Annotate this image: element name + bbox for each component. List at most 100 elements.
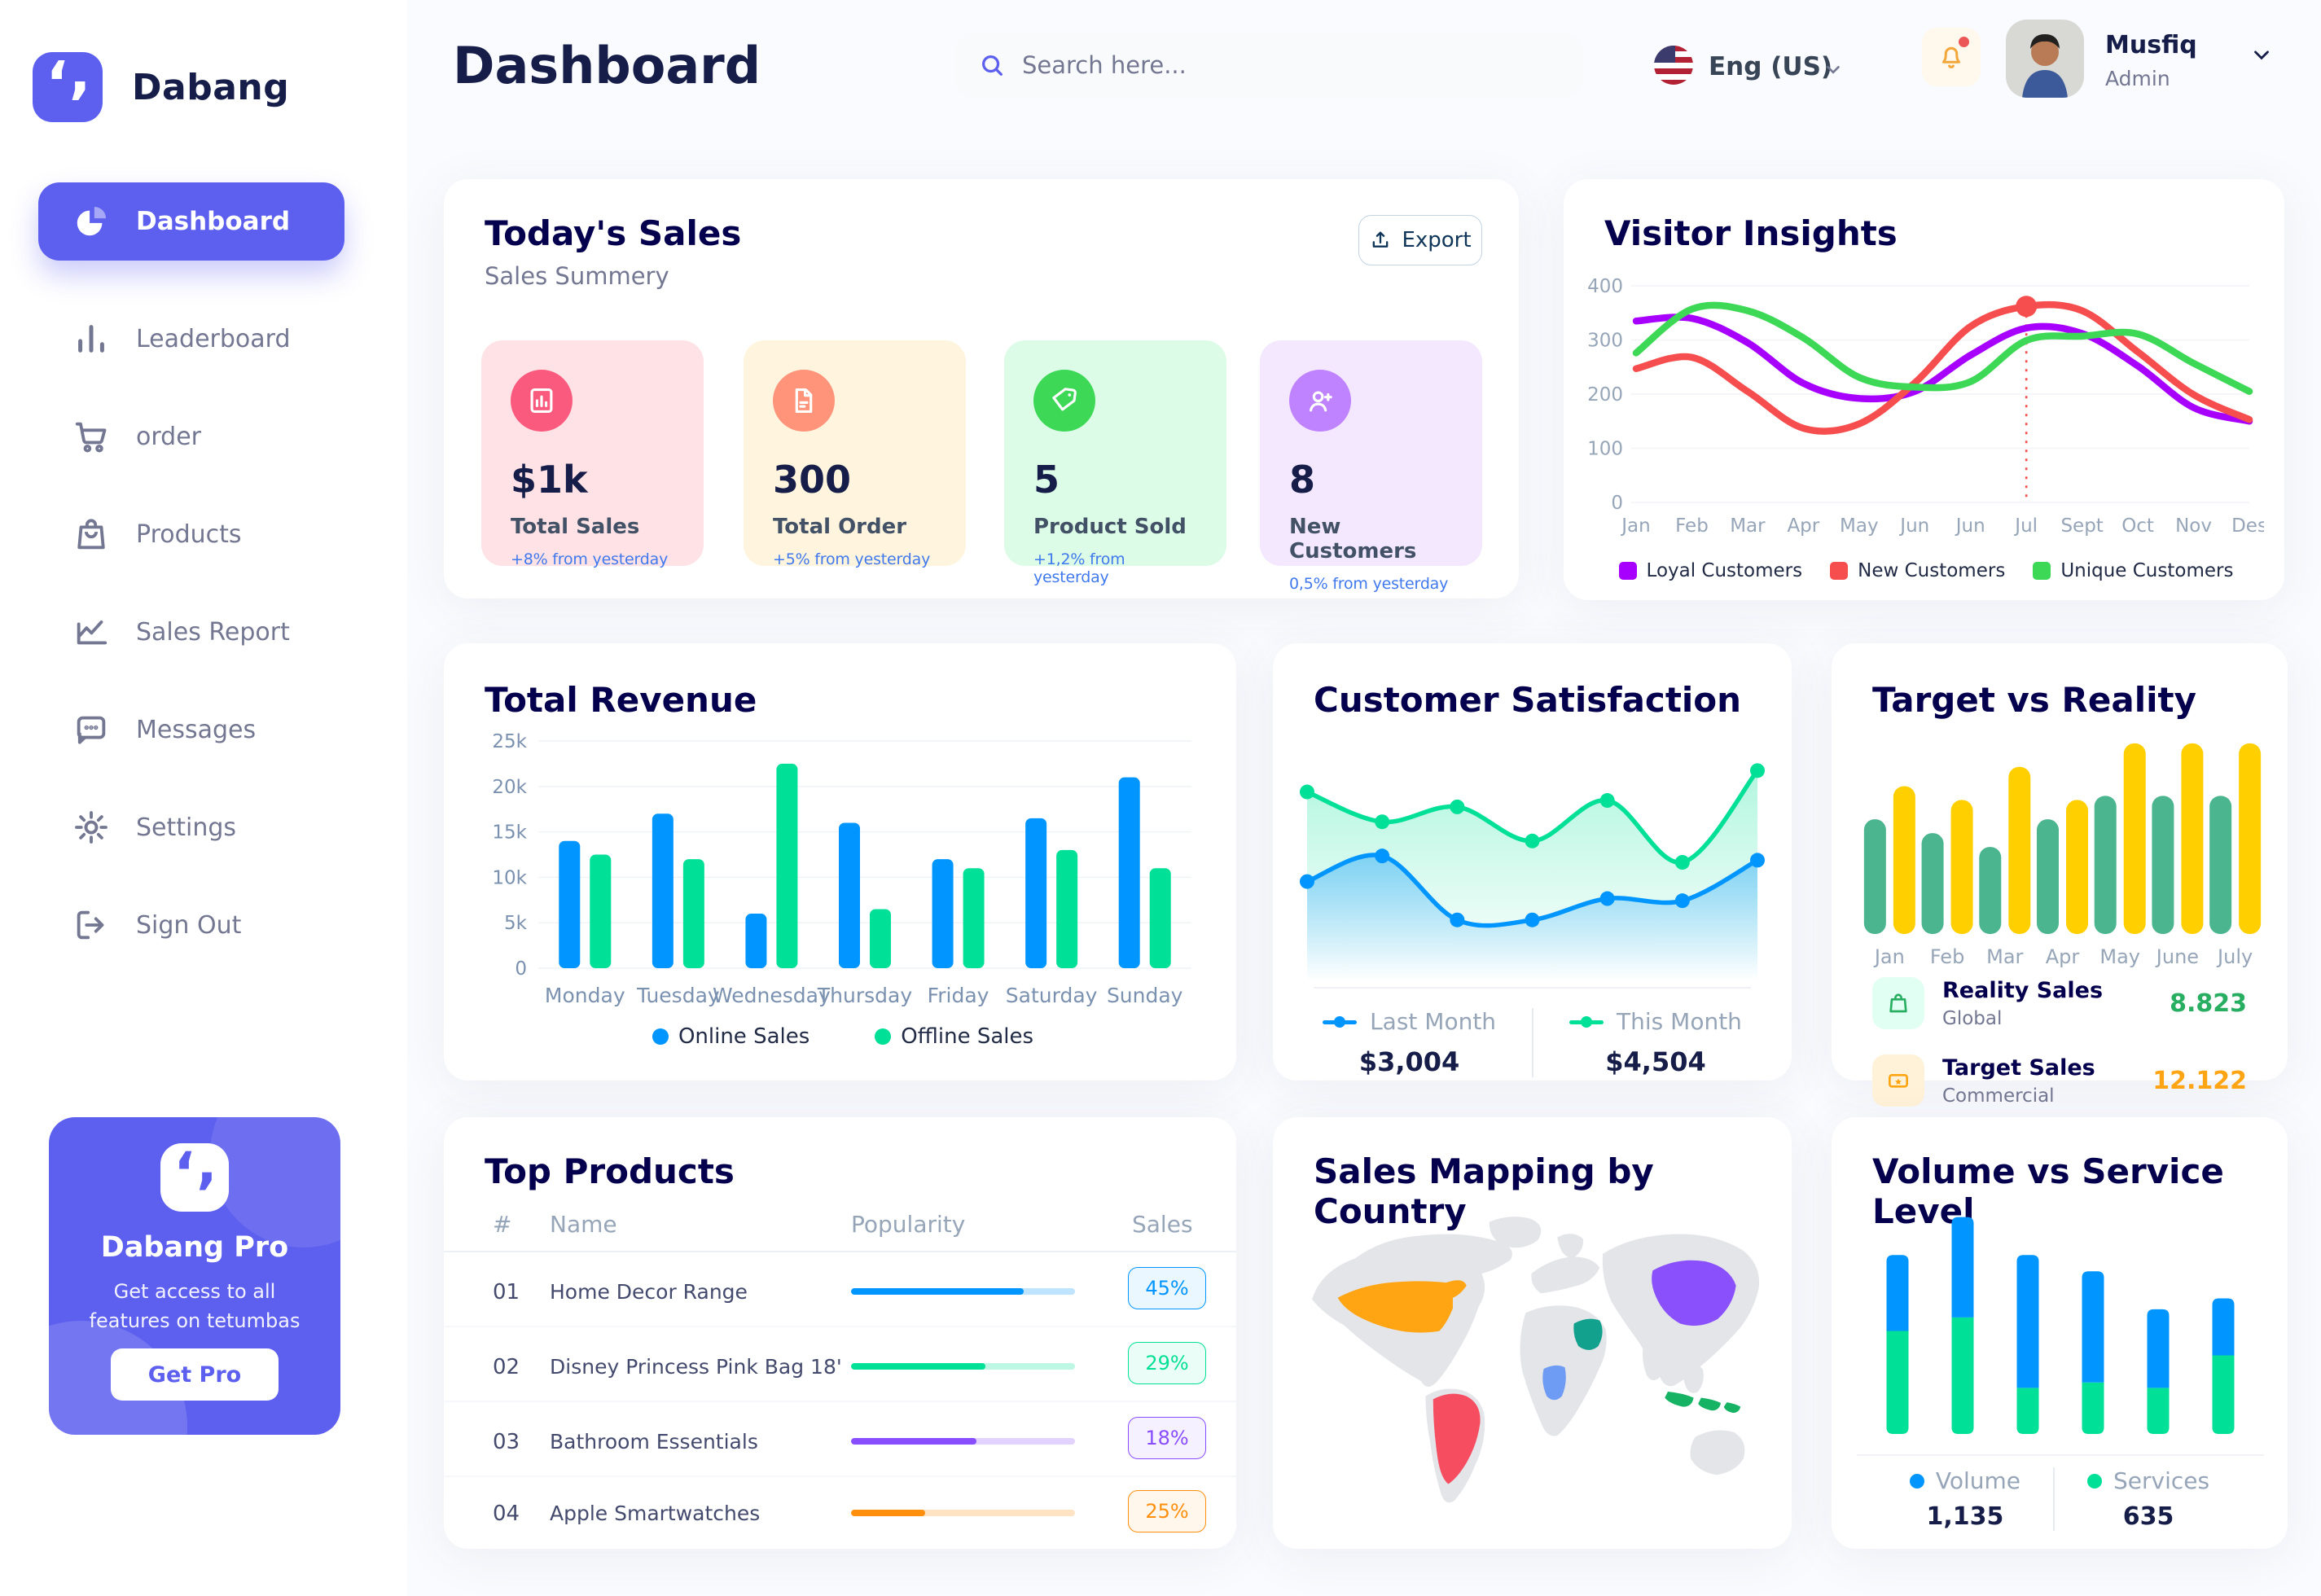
stat-label: Product Sold [1033,515,1187,539]
divider [1532,1008,1534,1077]
country-indonesia[interactable] [1665,1392,1741,1414]
stat-delta: +1,2% from yesterday [1033,550,1125,586]
svg-text:Apr: Apr [2046,945,2080,968]
svg-text:Jun: Jun [1955,515,1985,537]
svg-text:Oct: Oct [2121,515,2154,537]
export-button[interactable]: Export [1358,215,1482,265]
sidebar-item-label: order [136,422,201,451]
search-input[interactable] [1022,51,1561,79]
stat-delta: 0,5% from yesterday [1289,575,1449,593]
legend-volume: Volume 1,135 [1909,1467,2020,1531]
get-pro-button[interactable]: Get Pro [111,1348,279,1401]
stat-value: $1k [511,458,588,502]
svg-text:10k: 10k [492,867,527,888]
country-dr-congo[interactable] [1542,1365,1566,1401]
bell-icon [1941,46,1961,68]
decorative-blob [210,1117,340,1247]
sidebar-item-messages[interactable]: Messages [38,685,344,774]
svg-text:Jan: Jan [1873,945,1905,968]
sidebar-item-settings[interactable]: Settings [38,783,344,872]
us-flag-icon[interactable] [1654,46,1693,85]
svg-text:May: May [2099,945,2140,968]
cart-icon [75,422,107,453]
bag-icon [1872,977,1924,1029]
legend-dot [2087,1473,2103,1489]
total-revenue-chart: 0 5k 10k 15k 20k 25k Monday TuesdayWednesdayThu… [492,733,1191,1007]
target-vs-reality-title: Target vs Reality [1872,680,2196,720]
top-products-card: Top Products [444,1117,1236,1549]
sidebar-item-products[interactable]: Products [38,489,344,579]
stat-delta: +8% from yesterday [511,550,669,568]
legend-this-month: This Month $4,504 [1569,1008,1742,1077]
divider [444,1251,1236,1252]
total-revenue-legend: Online Sales Offline Sales [485,1024,1201,1049]
divider [444,1326,1236,1327]
services-total: 635 [2122,1502,2174,1531]
stat-delta: +5% from yesterday [773,550,931,568]
bar-chart-doc-icon [511,370,573,432]
stat-label: Total Sales [511,515,640,539]
svg-text:25k: 25k [492,733,527,752]
svg-text:200: 200 [1587,384,1623,406]
sidebar-item-label: Dashboard [136,207,291,236]
search-bar[interactable] [955,33,1584,98]
sales-badge: 29% [1128,1342,1206,1384]
reality-sales-value: 8.823 [2170,989,2247,1018]
svg-text:Sept: Sept [2060,515,2103,537]
column-header: Name [550,1211,617,1238]
legend-swatch [2033,562,2051,580]
divider [444,1475,1236,1477]
sales-mapping-title: Sales Mapping by Country [1314,1151,1654,1231]
this-month-total: $4,504 [1605,1046,1706,1077]
legend-dot [875,1028,892,1045]
sidebar-item-order[interactable]: order [38,392,344,481]
language-selector[interactable]: Eng (US) [1709,52,1833,81]
sales-badge: 45% [1128,1267,1206,1309]
total-revenue-title: Total Revenue [485,680,757,720]
chevron-down-icon[interactable] [2249,42,2274,67]
country-united-states[interactable] [1337,1280,1467,1333]
chevron-down-icon[interactable] [1823,59,1844,80]
divider [2053,1467,2056,1531]
stat-card-new-customers: 8 New Customers 0,5% from yesterday [1260,340,1482,593]
country-china[interactable] [1652,1260,1736,1326]
sidebar: ‘’ Dabang Dashboard Leaderboard order Pr… [0,0,407,1596]
svg-text:Jan: Jan [1620,515,1650,537]
target-sales-value: 12.122 [2152,1066,2247,1095]
pro-logo-icon: ‘’ [160,1143,229,1223]
legend-dot [1909,1473,1924,1489]
avatar[interactable] [2006,20,2084,98]
svg-text:Jun: Jun [1898,515,1929,537]
sidebar-item-dashboard[interactable]: Dashboard [38,182,344,261]
message-icon [77,716,106,744]
sidebar-item-sales-report[interactable]: Sales Report [38,587,344,677]
legend-services: Services 635 [2087,1467,2209,1531]
country-saudi-arabia[interactable] [1573,1318,1603,1350]
popularity-bar [851,1288,1075,1295]
sidebar-item-label: Messages [136,715,257,744]
svg-text:20k: 20k [492,777,527,798]
svg-text:Saturday: Saturday [1006,984,1098,1007]
sidebar-item-label: Sign Out [136,910,242,940]
sidebar-item-leaderboard[interactable]: Leaderboard [38,294,344,384]
popularity-bar [851,1363,1075,1370]
sidebar-item-sign-out[interactable]: Sign Out [38,880,344,970]
sidebar-item-label: Sales Report [136,617,290,647]
svg-text:300: 300 [1587,331,1623,352]
bag-icon [77,519,105,550]
app-logo-icon[interactable]: ‘’ [33,52,103,135]
stat-value: 8 [1289,458,1316,502]
country-brazil[interactable] [1433,1393,1481,1484]
svg-text:Tuesday: Tuesday [636,984,720,1007]
line-chart-icon [77,620,107,645]
visitor-insights-title: Visitor Insights [1604,213,1898,253]
stat-card-total-order: 300 Total Order +5% from yesterday [744,340,966,568]
notifications-button[interactable] [1922,28,1981,86]
target-sales-legend-row: Target Sales Commercial 12.122 [1872,1054,2247,1107]
app-logo-label: Dabang [132,67,290,108]
sidebar-item-label: Products [136,520,242,549]
user-role: Admin [2105,67,2170,90]
customer-satisfaction-title: Customer Satisfaction [1314,680,1742,720]
sidebar-item-label: Settings [136,813,237,842]
stat-card-total-sales: $1k Total Sales +8% from yesterday [481,340,704,568]
